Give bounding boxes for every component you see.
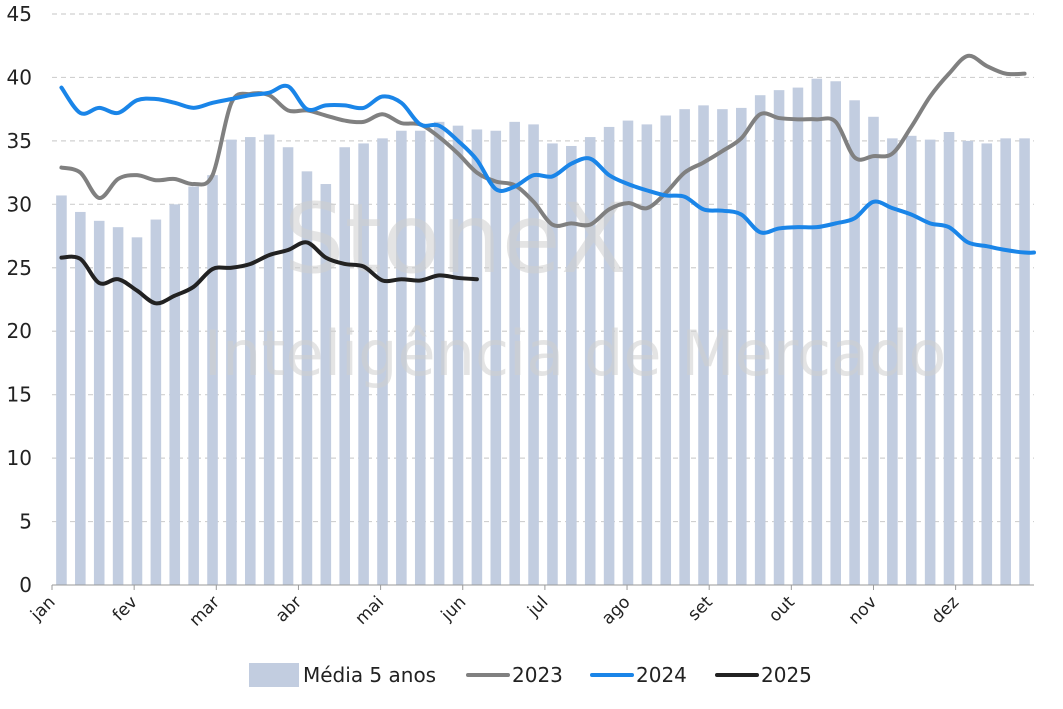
watermark-line2: Inteligência de Mercado xyxy=(204,317,947,390)
watermark: StoneX Inteligência de Mercado xyxy=(204,183,947,390)
line-series-2023 xyxy=(59,53,1027,228)
bar xyxy=(754,95,766,585)
y-tick-label: 45 xyxy=(7,2,32,26)
bar xyxy=(887,138,898,585)
y-tick-label: 10 xyxy=(7,446,32,470)
bar xyxy=(792,87,804,586)
bar xyxy=(641,124,653,585)
bar xyxy=(358,143,369,585)
y-axis: 0 5 10 15 20 25 30 35 40 45 xyxy=(7,2,32,597)
x-tick-label: dez xyxy=(928,592,964,628)
x-tick-label: set xyxy=(684,592,717,625)
x-tick-label: jun xyxy=(437,592,470,625)
bar xyxy=(490,130,502,585)
bar xyxy=(226,139,237,585)
x-tick-label: ago xyxy=(598,592,634,628)
legend-label-2023: 2023 xyxy=(512,663,563,687)
legend: Média 5 anos 2023 2024 2025 xyxy=(249,663,812,687)
bar xyxy=(396,130,407,585)
line-series-2025 xyxy=(59,240,479,306)
legend-label-2025: 2025 xyxy=(761,663,812,687)
x-axis: jan fev mar abr mai jun jul ago set out nov dez xyxy=(26,584,1034,631)
legend-swatch-media-5-anos xyxy=(249,663,299,687)
bar-series-media-5-anos xyxy=(56,78,1030,586)
bar xyxy=(112,227,124,585)
bar xyxy=(736,107,747,586)
bar xyxy=(830,81,841,586)
x-tick-label: abr xyxy=(272,592,306,626)
bar xyxy=(717,109,728,586)
bar xyxy=(698,105,709,586)
bar xyxy=(169,204,181,586)
bar xyxy=(584,137,596,586)
y-tick-label: 40 xyxy=(7,65,32,89)
x-tick-label: jan xyxy=(26,592,59,625)
bar xyxy=(547,143,558,585)
y-tick-label: 0 xyxy=(19,573,32,597)
bar xyxy=(943,132,955,586)
y-tick-label: 5 xyxy=(19,510,32,534)
bar xyxy=(56,195,67,585)
y-tick-label: 25 xyxy=(7,256,32,280)
bar xyxy=(263,134,275,586)
bar xyxy=(528,124,539,585)
bar xyxy=(188,186,199,585)
bar xyxy=(282,147,294,585)
legend-label-2024: 2024 xyxy=(636,663,687,687)
x-tick-label: mar xyxy=(186,592,224,630)
bar xyxy=(924,139,936,585)
bar xyxy=(981,143,993,585)
bar xyxy=(131,237,143,585)
bar xyxy=(471,129,483,586)
x-tick-label: nov xyxy=(845,592,881,628)
bar xyxy=(622,120,634,585)
bar xyxy=(150,219,162,585)
line-series-2024 xyxy=(59,83,1036,255)
bar xyxy=(245,137,256,586)
bar xyxy=(75,211,86,586)
x-tick-label: jul xyxy=(523,592,552,621)
bar xyxy=(1019,138,1030,585)
bar xyxy=(868,116,879,585)
y-tick-label: 30 xyxy=(7,192,32,216)
y-tick-label: 35 xyxy=(7,129,32,153)
bar xyxy=(509,121,520,585)
legend-label-media-5-anos: Média 5 anos xyxy=(303,663,436,687)
bar xyxy=(849,100,860,585)
bar xyxy=(566,145,577,585)
bar xyxy=(452,125,464,585)
bar xyxy=(905,135,917,585)
line-series xyxy=(59,53,1036,306)
bar xyxy=(773,90,785,585)
bar xyxy=(433,121,445,585)
y-tick-label: 20 xyxy=(7,319,32,343)
x-tick-label: out xyxy=(765,592,799,626)
bar xyxy=(1000,138,1011,585)
bar xyxy=(811,78,823,586)
bar xyxy=(962,140,974,585)
bar xyxy=(414,130,426,585)
bar xyxy=(301,171,313,585)
bar xyxy=(320,184,332,585)
bar xyxy=(207,175,218,585)
x-tick-label: mai xyxy=(352,592,389,629)
bar xyxy=(603,126,615,585)
y-tick-label: 15 xyxy=(7,383,32,407)
bar xyxy=(679,109,690,586)
bar xyxy=(339,147,350,585)
x-tick-label: fev xyxy=(109,592,142,625)
bar xyxy=(660,115,672,585)
bar xyxy=(93,220,105,585)
bar xyxy=(377,138,388,585)
